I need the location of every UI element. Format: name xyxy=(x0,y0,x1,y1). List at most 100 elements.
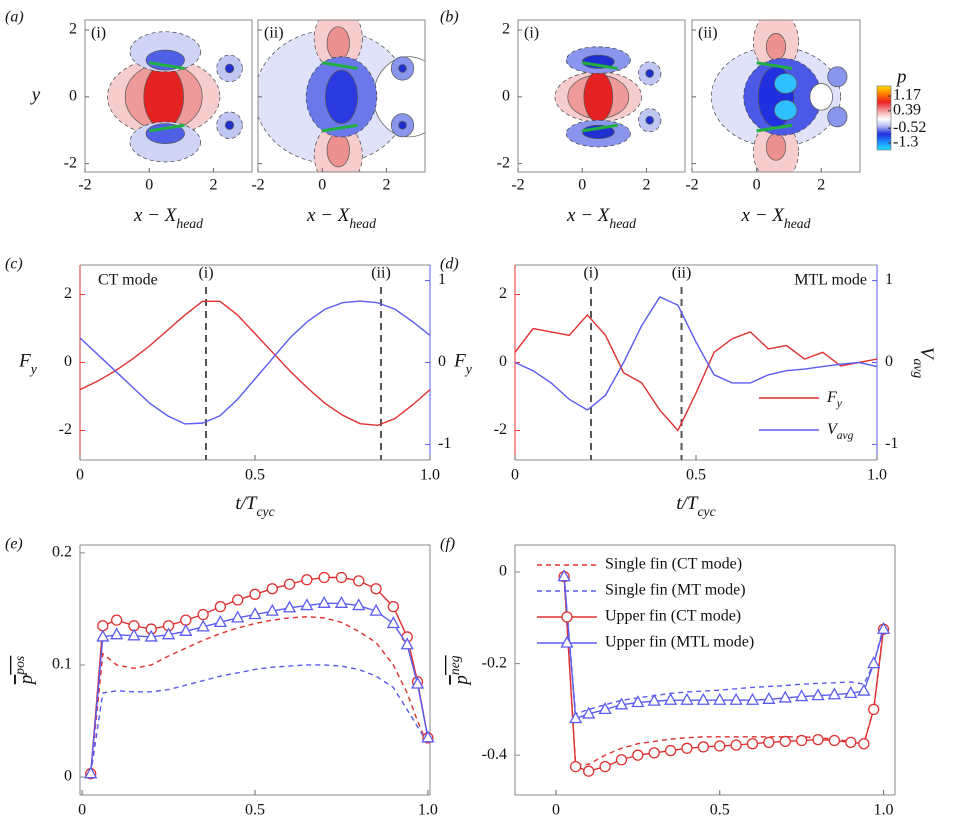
series-line xyxy=(563,576,885,772)
label-part: p xyxy=(451,675,472,687)
x-tick-label: -2 xyxy=(78,177,91,194)
marker xyxy=(632,749,644,761)
marker xyxy=(317,595,331,608)
label-part: t/T xyxy=(235,493,258,514)
marker xyxy=(560,635,574,648)
y-tick-label: -0.2 xyxy=(482,654,507,671)
x-tick-label: 2 xyxy=(642,177,650,194)
y-tick-label: 2 xyxy=(499,285,507,302)
x-tick-label: 0.5 xyxy=(245,467,265,484)
y-tick-label: 0.1 xyxy=(52,656,72,673)
contour xyxy=(398,120,407,130)
marker xyxy=(111,614,123,626)
series-line xyxy=(90,576,429,774)
marker xyxy=(335,571,348,584)
marker xyxy=(631,695,645,708)
x-tick-label: -2 xyxy=(251,177,264,194)
panel-label: (a) xyxy=(5,9,24,26)
label-part: y xyxy=(836,398,843,410)
marker xyxy=(369,603,383,616)
label-part: x − X xyxy=(306,205,351,226)
marker xyxy=(763,736,775,748)
panel-label: (d) xyxy=(440,256,459,273)
x-axis-label: s xyxy=(251,828,258,834)
marker xyxy=(858,738,870,750)
y-tick-label: 2 xyxy=(64,285,72,302)
marker xyxy=(352,598,366,611)
series-line xyxy=(90,664,429,774)
marker xyxy=(664,744,677,757)
y-tick-label: 0 xyxy=(64,768,72,785)
y-tick-label: -2 xyxy=(59,421,72,438)
contour xyxy=(326,26,350,61)
contour xyxy=(827,66,848,88)
contour xyxy=(645,115,654,125)
fin xyxy=(756,123,793,133)
marker xyxy=(811,688,825,701)
label-part: avg xyxy=(837,430,854,442)
x-tick-label: 0 xyxy=(76,467,84,484)
y-tick-label: 0 xyxy=(69,88,77,105)
marker xyxy=(400,637,414,650)
x-axis-label: x − Xhead xyxy=(566,205,636,230)
contour xyxy=(398,64,407,73)
label-part: F xyxy=(453,351,466,372)
label-part: head xyxy=(176,216,203,231)
marker xyxy=(844,686,858,699)
x-tick-label: 1.0 xyxy=(867,467,887,484)
x-axis-label: t/Tcyc xyxy=(676,493,715,518)
y-axis-label: ppos xyxy=(12,656,38,687)
y2-tick-label: 1 xyxy=(885,271,893,288)
legend-label: Upper fin (MTL mode) xyxy=(605,634,754,651)
fin xyxy=(321,61,358,70)
frame xyxy=(84,19,253,173)
label-part: cyc xyxy=(256,504,274,519)
marker xyxy=(387,601,399,613)
contour xyxy=(326,133,350,168)
marker xyxy=(812,733,824,746)
x-tick-label: 1.0 xyxy=(418,802,438,819)
fin xyxy=(148,61,185,70)
contour-field xyxy=(711,20,848,172)
marker xyxy=(97,620,109,632)
x-axis-label: x − Xhead xyxy=(306,205,376,230)
marker xyxy=(828,734,841,747)
fin xyxy=(581,61,618,70)
y-tick-label: -2 xyxy=(494,421,507,438)
x-axis-label: x − Xhead xyxy=(741,205,811,230)
series-line xyxy=(90,616,429,774)
series-line xyxy=(79,300,431,425)
series-line xyxy=(514,296,878,411)
series-line xyxy=(563,576,885,766)
subplot-label: (ii) xyxy=(264,25,284,42)
y2-tick-label: -1 xyxy=(438,435,451,452)
series-line xyxy=(514,313,878,432)
legend-label: Single fin (CT mode) xyxy=(605,556,742,573)
x-tick-label: 0 xyxy=(511,467,519,484)
y-axis-label: pneg xyxy=(447,655,473,686)
marker xyxy=(664,692,678,705)
contour-field xyxy=(258,20,425,172)
label-part: y xyxy=(464,361,473,376)
marker xyxy=(746,738,759,750)
marker xyxy=(282,600,297,613)
marker xyxy=(213,615,228,628)
marker xyxy=(214,601,227,613)
marker xyxy=(231,610,245,623)
panel-label: (f) xyxy=(440,536,455,553)
marker xyxy=(778,690,792,703)
series-line xyxy=(79,300,431,427)
contour xyxy=(765,133,787,161)
x-tick-label: -2 xyxy=(685,177,698,194)
marker xyxy=(714,740,726,752)
legend-label: Single fin (MT mode) xyxy=(605,582,746,599)
marker xyxy=(762,691,776,704)
y-tick-label: -2 xyxy=(64,154,77,171)
label-part: F xyxy=(826,389,837,406)
marker xyxy=(569,711,583,724)
fin xyxy=(148,123,185,133)
marker xyxy=(283,578,296,590)
marker xyxy=(795,689,809,702)
marker xyxy=(232,594,244,606)
contour xyxy=(583,71,614,123)
